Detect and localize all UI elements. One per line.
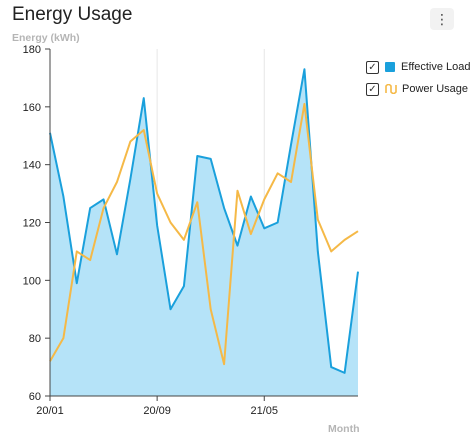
y-tick-label: 60 xyxy=(29,391,41,403)
series-layer xyxy=(49,68,359,396)
y-tick-label: 140 xyxy=(23,160,41,172)
y-tick-label: 160 xyxy=(23,102,41,114)
x-tick-label: 20/01 xyxy=(36,405,64,417)
legend-item-effective-load[interactable]: ✓ Effective Load xyxy=(366,58,471,76)
y-tick-label: 180 xyxy=(23,44,41,56)
x-tick-label: 21/05 xyxy=(250,405,278,417)
wave-line-icon xyxy=(385,84,397,94)
line-power-usage xyxy=(49,102,359,366)
x-tick-label: 20/09 xyxy=(143,405,171,417)
axes: 60 80 100 120 140 160 180 20/01 20/09 21/05 xyxy=(23,44,358,417)
x-axis-label: Month xyxy=(328,423,360,435)
legend-label-effective-load: Effective Load xyxy=(401,61,471,73)
y-tick-label: 100 xyxy=(23,275,41,287)
legend: ✓ Effective Load ✓ Power Usage xyxy=(366,58,471,102)
area-effective-load xyxy=(50,69,358,396)
y-axis-label: Energy (kWh) xyxy=(12,32,80,44)
legend-item-power-usage[interactable]: ✓ Power Usage xyxy=(366,80,471,98)
legend-label-power-usage: Power Usage xyxy=(402,83,469,95)
y-tick-label: 120 xyxy=(23,218,41,230)
swatch-effective-load xyxy=(385,62,395,72)
y-tick-label: 80 xyxy=(29,333,41,345)
more-vertical-icon[interactable]: ⋮ xyxy=(430,8,454,30)
chart-title: Energy Usage xyxy=(12,4,133,25)
line-effective-load xyxy=(49,68,359,374)
checkbox-power-usage[interactable]: ✓ xyxy=(366,82,379,96)
checkbox-effective-load[interactable]: ✓ xyxy=(366,60,379,74)
